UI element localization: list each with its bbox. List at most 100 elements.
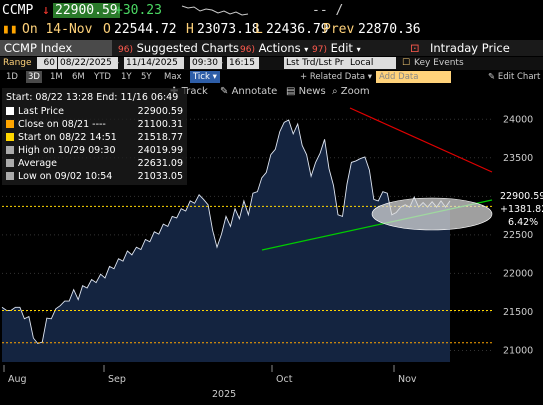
quote-ohlc: ▮▮ On 14-Nov O 22544.72 H 23073.18 L 224… xyxy=(0,20,543,40)
chart-legend: Start: 08/22 13:28 End: 11/16 06:49 Last… xyxy=(2,88,187,185)
period-ytd[interactable]: YTD xyxy=(94,72,111,82)
period-1y[interactable]: 1Y xyxy=(121,72,132,82)
add-data-input[interactable]: Add Data xyxy=(376,71,451,83)
x-tick-label: Aug xyxy=(8,374,27,385)
chevron-down-icon: ▾ xyxy=(356,45,361,54)
legend-label: Close on 08/21 ---- xyxy=(18,119,106,130)
x-tick-label: Nov xyxy=(398,374,417,385)
annotate-tool[interactable]: ✎ Annotate xyxy=(220,86,277,97)
legend-label: High on 10/29 09:30 xyxy=(18,145,116,156)
legend-label: Average xyxy=(18,158,58,169)
edit-chart-button[interactable]: ✎ Edit Chart xyxy=(488,71,540,83)
legend-value: 22631.09 xyxy=(137,158,183,169)
bid-ask-dashes: -- / xyxy=(312,3,344,18)
legend-swatch xyxy=(6,146,14,154)
edit-menu[interactable]: 97) Edit ▾ xyxy=(312,40,361,56)
legend-label: Low on 09/02 10:54 xyxy=(18,171,113,182)
zoom-label: Zoom xyxy=(340,86,370,97)
currency-select[interactable]: Local CCY xyxy=(348,57,396,80)
legend-label: Start on 08/22 14:51 xyxy=(18,132,117,143)
legend-value: 21100.31 xyxy=(137,119,183,130)
y-tick-label: 21000 xyxy=(503,345,533,356)
chart-title: Intraday Price Chart xyxy=(430,41,510,71)
news-tool[interactable]: ▤ News xyxy=(286,86,326,97)
last-price-tag: 22900.59 xyxy=(500,191,543,202)
legend-swatch xyxy=(6,120,14,128)
tick-label: Tick xyxy=(193,72,210,82)
suggested-label: Suggested Charts xyxy=(136,41,240,55)
period-1m[interactable]: 1M xyxy=(50,72,63,82)
x-year-label: 2025 xyxy=(212,389,236,400)
chevron-down-icon: ▾ xyxy=(304,45,309,54)
edit-chart-label: Edit Chart xyxy=(497,72,541,82)
legend-swatch xyxy=(6,159,14,167)
open-value: 22544.72 xyxy=(114,22,177,37)
quote-header: CCMP ↓ 22900.59 +30.23 -- / xyxy=(0,0,543,20)
start-time-field[interactable]: 09:30 xyxy=(190,57,222,69)
legend-value: 22900.59 xyxy=(137,106,183,117)
bars-field[interactable]: 60 xyxy=(37,57,57,69)
related-label: + Related Data xyxy=(300,72,366,82)
range-label: Range xyxy=(3,58,32,68)
suggested-tag: 96) xyxy=(118,45,133,55)
related-data-menu[interactable]: + Related Data ▾ xyxy=(300,72,373,82)
legend-period: Start: 08/22 13:28 End: 11/16 06:49 xyxy=(6,92,179,103)
pencil-icon: ✎ xyxy=(488,72,496,82)
y-tick-label: 22500 xyxy=(503,230,533,241)
prev-prefix: Prev xyxy=(323,22,355,37)
edit-label: Edit xyxy=(330,41,353,55)
index-name-field[interactable]: CCMP Index xyxy=(0,40,112,56)
period-1d[interactable]: 1D xyxy=(6,72,18,82)
x-tick-label: Sep xyxy=(108,374,126,385)
low-value: 22436.79 xyxy=(266,22,329,37)
period-bar: 1D 3D 1M 6M YTD 1Y 5Y Max Tick ▾ + Relat… xyxy=(0,71,543,83)
track-label: Track xyxy=(181,86,208,97)
period-5y[interactable]: 5Y xyxy=(141,72,152,82)
x-tick-label: Oct xyxy=(276,374,293,385)
tick-select[interactable]: Tick ▾ xyxy=(190,71,220,83)
x-axis: Aug Sep Oct Nov 2025 xyxy=(3,365,417,400)
pct-tag: 6.42% xyxy=(508,217,538,228)
annotate-icon: ✎ xyxy=(220,86,229,97)
end-date-field[interactable]: 11/14/2025 xyxy=(124,57,184,69)
y-tick-label: 23500 xyxy=(503,153,533,164)
period-3d[interactable]: 3D xyxy=(26,71,42,83)
period-max[interactable]: Max xyxy=(164,72,182,82)
start-date-field[interactable]: 08/22/2025 xyxy=(58,57,118,69)
edit-tag: 97) xyxy=(312,45,327,55)
suggested-charts-menu[interactable]: 96) Suggested Charts xyxy=(118,40,239,56)
key-events-label: Key Events xyxy=(414,58,464,68)
period-6m[interactable]: 6M xyxy=(72,72,85,82)
resistance-trendline xyxy=(349,107,493,173)
price-line xyxy=(1,119,451,345)
news-label: News xyxy=(298,86,326,97)
end-time-field[interactable]: 16:15 xyxy=(227,57,259,69)
price-chart[interactable]: 21000215002200022500230002350024000 AugS… xyxy=(0,84,543,405)
actions-tag: 96) xyxy=(240,45,255,55)
chart-icon: ▮▮ xyxy=(2,22,18,37)
legend-swatch xyxy=(6,172,14,180)
y-tick-label: 22000 xyxy=(503,268,533,279)
price-area xyxy=(2,120,450,362)
actions-menu[interactable]: 96) Actions ▾ xyxy=(240,40,308,56)
legend-value: 24019.99 xyxy=(137,145,183,156)
y-axis: 21000215002200022500230002350024000 xyxy=(503,114,533,356)
actions-label: Actions xyxy=(258,41,301,55)
key-events-checkbox[interactable]: ☐ xyxy=(402,58,411,68)
legend-swatch xyxy=(6,107,14,115)
high-value: 23073.18 xyxy=(197,22,260,37)
zoom-tool[interactable]: ⌕ Zoom xyxy=(332,86,370,97)
last-price: 22900.59 xyxy=(53,3,120,18)
legend-swatch xyxy=(6,133,14,141)
trade-type-select[interactable]: Lst Trd/Lst Pr xyxy=(284,57,348,69)
legend-value: 21518.77 xyxy=(137,132,183,143)
open-prefix: O xyxy=(103,22,111,37)
news-icon: ▤ xyxy=(286,86,296,97)
save-icon[interactable]: ⊡ xyxy=(410,41,420,55)
legend-label: Last Price xyxy=(18,106,64,117)
high-prefix: H xyxy=(186,22,194,37)
date-label: On 14-Nov xyxy=(22,22,93,37)
change-tag: +1381.82 xyxy=(500,204,543,215)
menu-bar: CCMP Index 96) Suggested Charts 96) Acti… xyxy=(0,40,543,71)
time-separator: - xyxy=(220,58,224,68)
